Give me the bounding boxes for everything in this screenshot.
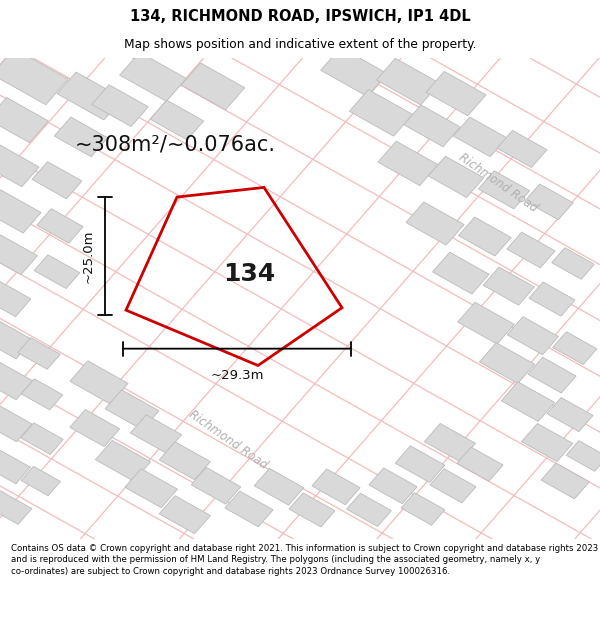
Text: Richmond Road: Richmond Road	[186, 408, 270, 472]
Polygon shape	[0, 449, 31, 484]
Polygon shape	[552, 248, 594, 279]
Polygon shape	[507, 232, 555, 268]
Text: ~308m²/~0.076ac.: ~308m²/~0.076ac.	[75, 134, 276, 154]
Polygon shape	[105, 390, 159, 430]
Polygon shape	[159, 496, 211, 534]
Polygon shape	[566, 441, 600, 471]
Polygon shape	[479, 342, 535, 384]
Polygon shape	[528, 357, 576, 393]
Polygon shape	[95, 441, 151, 481]
Polygon shape	[458, 302, 514, 344]
Polygon shape	[404, 105, 460, 147]
Polygon shape	[70, 409, 120, 447]
Polygon shape	[541, 463, 589, 499]
Polygon shape	[21, 423, 63, 454]
Polygon shape	[395, 446, 445, 483]
Polygon shape	[0, 190, 41, 233]
Polygon shape	[521, 424, 573, 461]
Polygon shape	[507, 317, 559, 354]
Text: Contains OS data © Crown copyright and database right 2021. This information is : Contains OS data © Crown copyright and d…	[11, 544, 598, 576]
Polygon shape	[483, 267, 535, 305]
Text: ~29.3m: ~29.3m	[210, 369, 264, 382]
Polygon shape	[37, 209, 83, 243]
Polygon shape	[55, 117, 107, 157]
Polygon shape	[457, 447, 503, 481]
Polygon shape	[159, 442, 211, 480]
Polygon shape	[0, 98, 49, 142]
Polygon shape	[0, 405, 32, 442]
Polygon shape	[70, 361, 128, 404]
Polygon shape	[547, 398, 593, 432]
Polygon shape	[191, 468, 241, 504]
Text: ~25.0m: ~25.0m	[82, 229, 95, 282]
Polygon shape	[92, 85, 148, 126]
Polygon shape	[369, 468, 417, 504]
Polygon shape	[254, 469, 304, 505]
Polygon shape	[430, 469, 476, 503]
Text: Richmond Road: Richmond Road	[456, 151, 540, 214]
Polygon shape	[0, 360, 32, 400]
Polygon shape	[0, 491, 32, 524]
Text: Map shows position and indicative extent of the property.: Map shows position and indicative extent…	[124, 38, 476, 51]
Polygon shape	[0, 319, 32, 359]
Polygon shape	[151, 100, 203, 140]
Polygon shape	[0, 145, 39, 187]
Polygon shape	[130, 415, 182, 453]
Polygon shape	[553, 332, 597, 364]
Polygon shape	[125, 469, 178, 508]
Polygon shape	[21, 466, 61, 496]
Polygon shape	[18, 338, 60, 369]
Polygon shape	[502, 382, 554, 421]
Polygon shape	[21, 379, 63, 410]
Text: 134, RICHMOND ROAD, IPSWICH, IP1 4DL: 134, RICHMOND ROAD, IPSWICH, IP1 4DL	[130, 9, 470, 24]
Polygon shape	[458, 217, 511, 256]
Polygon shape	[225, 491, 273, 527]
Polygon shape	[424, 424, 476, 461]
Polygon shape	[454, 117, 506, 157]
Polygon shape	[426, 71, 486, 116]
Polygon shape	[34, 255, 80, 289]
Polygon shape	[0, 235, 37, 274]
Polygon shape	[478, 171, 530, 209]
Polygon shape	[0, 279, 31, 317]
Polygon shape	[289, 493, 335, 527]
Polygon shape	[401, 492, 445, 525]
Polygon shape	[497, 131, 547, 168]
Text: 134: 134	[223, 262, 275, 286]
Polygon shape	[119, 52, 187, 101]
Polygon shape	[57, 72, 123, 120]
Polygon shape	[347, 493, 391, 526]
Polygon shape	[525, 184, 573, 220]
Polygon shape	[349, 89, 413, 136]
Polygon shape	[433, 253, 489, 294]
Polygon shape	[406, 202, 464, 245]
Polygon shape	[376, 58, 440, 105]
Polygon shape	[181, 63, 245, 110]
Polygon shape	[428, 156, 484, 198]
Polygon shape	[378, 141, 438, 186]
Polygon shape	[320, 48, 388, 96]
Polygon shape	[32, 162, 82, 199]
Polygon shape	[312, 469, 360, 504]
Polygon shape	[0, 49, 68, 105]
Polygon shape	[529, 282, 575, 316]
